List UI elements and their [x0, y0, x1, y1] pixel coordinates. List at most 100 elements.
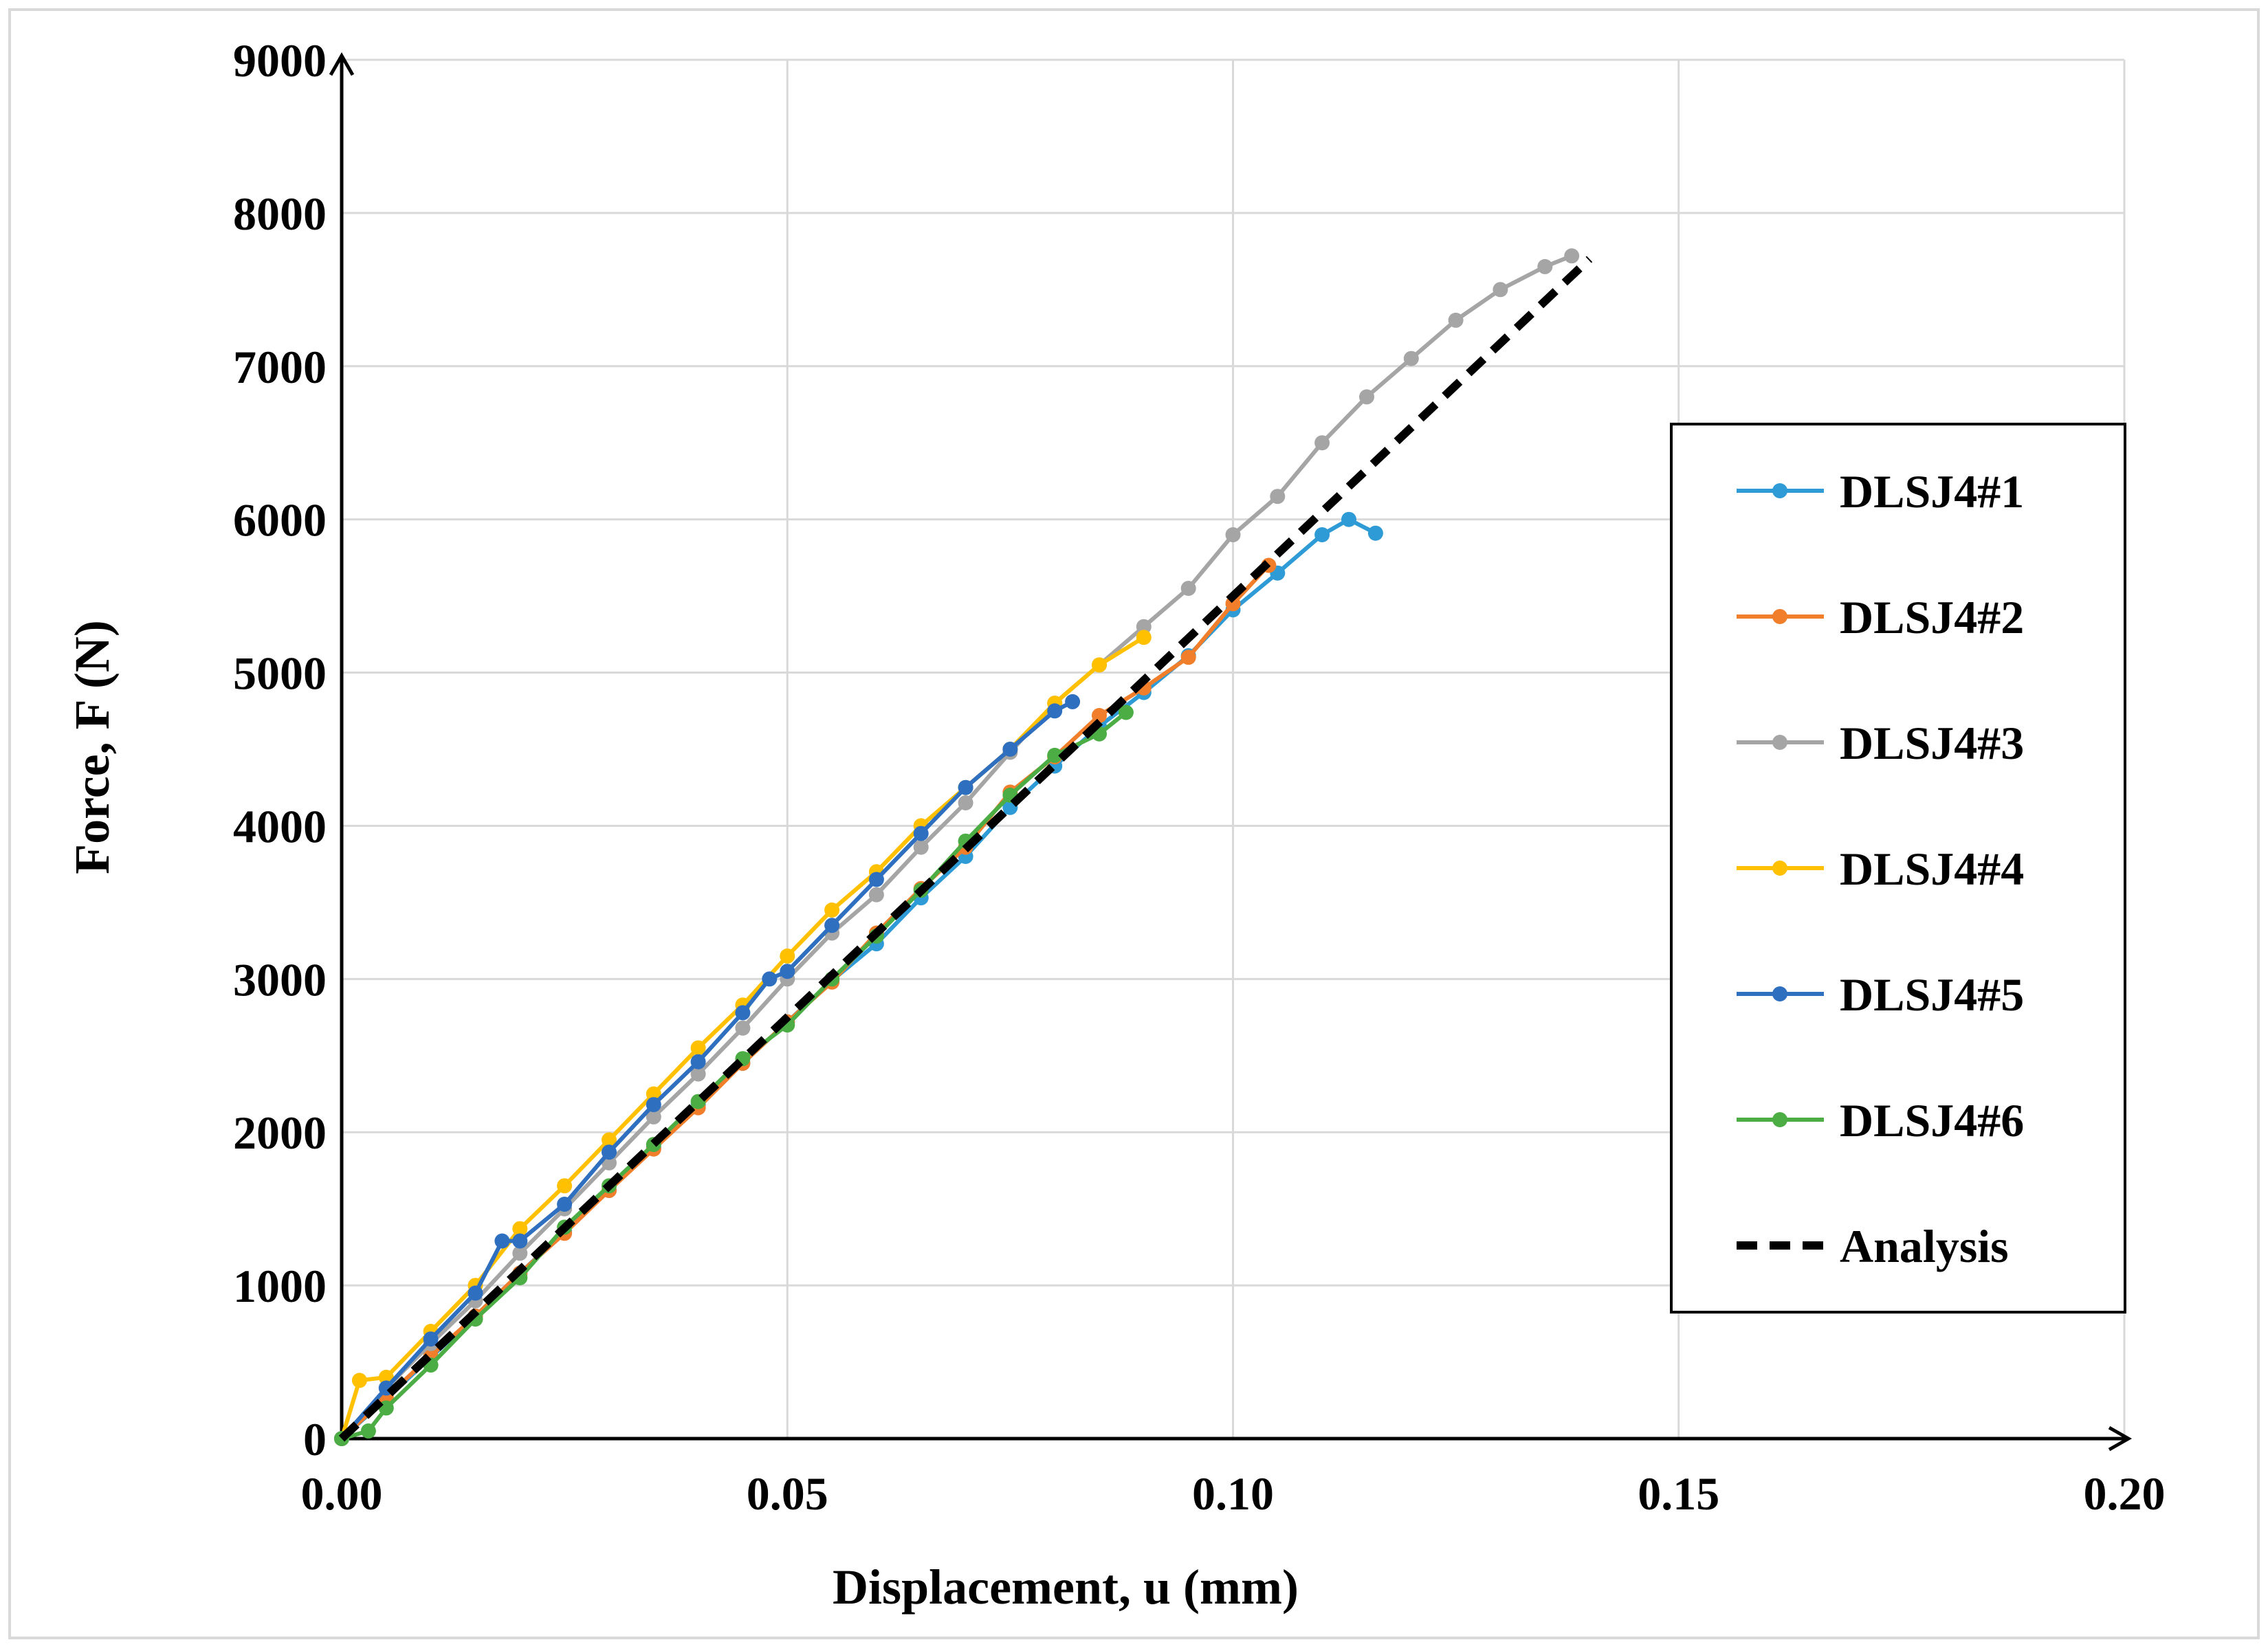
legend-label: DLSJ4#6 [1840, 1094, 2024, 1146]
legend-label: Analysis [1840, 1220, 2009, 1272]
legend: DLSJ4#1 DLSJ4#2 DLSJ4#3 DLSJ4#4 DLSJ4#5 DLSJ4… [1670, 423, 2126, 1314]
y-tick-label: 3000 [233, 953, 327, 1006]
x-tick-label: 0.05 [747, 1467, 828, 1520]
data-point [1092, 657, 1107, 673]
x-axis-arrow [2108, 1426, 2133, 1452]
y-tick-label: 5000 [233, 647, 327, 700]
data-point [1225, 527, 1241, 542]
y-tick-label: 6000 [233, 494, 327, 546]
data-point [690, 1040, 706, 1056]
legend-label: DLSJ4#2 [1840, 591, 2024, 643]
legend-marker [1772, 735, 1787, 750]
data-point [1180, 581, 1196, 596]
series-5 [334, 694, 1081, 1446]
y-tick-label: 2000 [233, 1107, 327, 1159]
data-point [1136, 619, 1152, 634]
data-point [868, 887, 884, 902]
y-axis-title: Force, F (N) [65, 620, 120, 874]
data-point [1341, 511, 1356, 527]
data-point [602, 1144, 617, 1160]
y-tick-label: 9000 [233, 34, 327, 87]
data-point [1047, 703, 1063, 719]
data-point [762, 971, 778, 987]
data-point [1537, 258, 1553, 274]
legend-label: DLSJ4#4 [1840, 843, 2024, 895]
data-point [557, 1197, 573, 1212]
data-point [646, 1097, 661, 1113]
data-point [351, 1373, 367, 1388]
axes [329, 52, 2133, 1452]
y-tick-label: 1000 [233, 1260, 327, 1312]
y-tick-label: 0 [303, 1413, 327, 1465]
series-7 [338, 256, 1593, 1442]
data-point [958, 795, 973, 810]
data-point [735, 1020, 751, 1036]
data-point [1136, 630, 1152, 645]
legend-item: DLSJ4#6 [1737, 1094, 2024, 1146]
data-point [1314, 527, 1330, 542]
data-point [1047, 747, 1063, 763]
legend-item: DLSJ4#4 [1737, 843, 2024, 895]
data-point [735, 1005, 751, 1021]
data-point [868, 872, 884, 887]
x-axis-title: Displacement, u (mm) [833, 1560, 1299, 1615]
data-point [780, 948, 795, 964]
x-tick-label: 0.20 [2084, 1467, 2166, 1520]
data-point [913, 839, 929, 855]
data-point [646, 1086, 661, 1102]
data-point [360, 1423, 376, 1439]
data-point [1403, 351, 1419, 366]
data-point [1118, 705, 1134, 720]
series-layer [334, 248, 1593, 1446]
legend-marker [1772, 1112, 1787, 1127]
x-tick-label: 0.10 [1192, 1467, 1274, 1520]
data-point [1092, 708, 1107, 723]
data-point [1367, 525, 1383, 541]
data-point [1270, 489, 1286, 505]
data-point [1180, 650, 1196, 665]
data-point [1359, 389, 1374, 405]
y-tick-label: 8000 [233, 188, 327, 240]
data-point [780, 964, 795, 979]
chart-border [8, 8, 2260, 1639]
data-point [1065, 694, 1081, 709]
legend-label: DLSJ4#1 [1840, 465, 2024, 518]
legend-marker [1772, 986, 1787, 1001]
data-point [1448, 312, 1464, 328]
series-line [338, 256, 1593, 1442]
x-tick-label: 0.00 [301, 1467, 383, 1520]
data-point [512, 1233, 528, 1249]
data-point [1002, 742, 1018, 757]
data-point [494, 1233, 510, 1249]
data-point [602, 1132, 617, 1148]
series-line [341, 711, 1127, 1441]
legend-marker [1772, 609, 1787, 624]
data-point [690, 1054, 706, 1070]
legend-item: DLSJ4#3 [1737, 717, 2024, 769]
data-point [423, 1331, 439, 1347]
data-point [512, 1245, 528, 1261]
legend-marker [1772, 861, 1787, 876]
data-point [467, 1285, 483, 1301]
legend-label: DLSJ4#3 [1840, 717, 2024, 769]
data-point [824, 902, 840, 918]
legend-item: DLSJ4#5 [1737, 968, 2024, 1021]
data-point [958, 779, 973, 795]
data-point [1314, 435, 1330, 451]
data-point [557, 1178, 573, 1194]
series-line [340, 700, 1074, 1440]
legend-item: DLSJ4#2 [1737, 591, 2024, 643]
data-point [690, 1066, 706, 1082]
data-point [1493, 282, 1508, 298]
data-point [646, 1109, 661, 1124]
legend-label: DLSJ4#5 [1840, 968, 2024, 1021]
y-tick-label: 4000 [233, 800, 327, 852]
legend-item: Analysis [1737, 1220, 2009, 1272]
x-tick-label: 0.15 [1638, 1467, 1719, 1520]
legend-item: DLSJ4#1 [1737, 465, 2024, 518]
legend-marker [1772, 483, 1787, 498]
y-axis-arrow [329, 52, 355, 76]
data-point [1564, 248, 1580, 264]
